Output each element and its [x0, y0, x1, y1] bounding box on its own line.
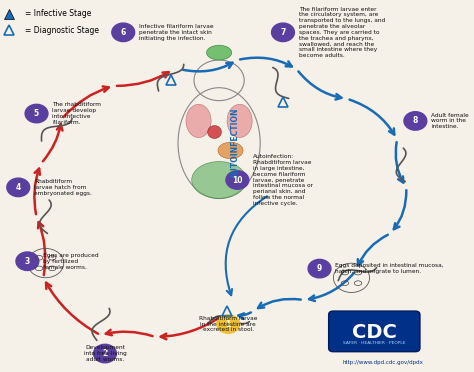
Circle shape [93, 344, 117, 363]
Circle shape [16, 252, 39, 270]
Circle shape [308, 259, 331, 278]
Text: Rhabditiform larvae
in the intestine are
excreted in stool.: Rhabditiform larvae in the intestine are… [199, 316, 257, 332]
Text: = Infective Stage: = Infective Stage [25, 9, 91, 18]
Ellipse shape [191, 161, 246, 199]
Text: Rhabditiform
larvae hatch from
embryonated eggs.: Rhabditiform larvae hatch from embryonat… [34, 179, 92, 196]
Circle shape [272, 23, 294, 42]
Circle shape [25, 104, 48, 123]
Circle shape [226, 171, 249, 189]
Circle shape [7, 178, 30, 197]
Text: 5: 5 [34, 109, 39, 118]
Text: The filariform larvae enter
the circulatory system, are
transported to the lungs: The filariform larvae enter the circulat… [299, 7, 385, 58]
Ellipse shape [207, 45, 232, 60]
Ellipse shape [186, 104, 211, 138]
Ellipse shape [208, 125, 221, 138]
Text: The rhabditiform
larvae develop
into infective
filariform.: The rhabditiform larvae develop into inf… [53, 102, 101, 125]
Text: 8: 8 [413, 116, 418, 125]
FancyBboxPatch shape [328, 311, 420, 352]
Text: 6: 6 [120, 28, 126, 37]
Text: http://www.dpd.cdc.gov/dpdx: http://www.dpd.cdc.gov/dpdx [342, 360, 423, 365]
Text: Infective filariform larvae
penetrate the intact skin
initiating the infection.: Infective filariform larvae penetrate th… [139, 24, 214, 41]
Text: Eggs deposited in intestinal mucosa,
hatch, and migrate to lumen.: Eggs deposited in intestinal mucosa, hat… [336, 263, 444, 274]
Text: Autoinfection:
Rhabditiform larvae
in large intestine,
become filariform
larvae,: Autoinfection: Rhabditiform larvae in la… [253, 154, 313, 206]
Text: SAFER · HEALTHIER · PEOPLE: SAFER · HEALTHIER · PEOPLE [343, 341, 406, 345]
Text: CDC: CDC [352, 323, 397, 341]
Text: Eggs are produced
by fertilized
female worms.: Eggs are produced by fertilized female w… [43, 253, 99, 270]
Circle shape [217, 315, 240, 333]
Text: Adult female
worm in the
intestine.: Adult female worm in the intestine. [431, 113, 469, 129]
Text: 3: 3 [25, 257, 30, 266]
Ellipse shape [218, 142, 243, 159]
Circle shape [404, 112, 427, 130]
Text: Development
into free-living
adult worms.: Development into free-living adult worms… [83, 345, 127, 362]
Ellipse shape [227, 104, 252, 138]
Text: = Diagnostic Stage: = Diagnostic Stage [25, 26, 99, 35]
Text: 7: 7 [280, 28, 286, 37]
Text: 10: 10 [232, 176, 243, 185]
Text: 4: 4 [16, 183, 21, 192]
Circle shape [112, 23, 135, 42]
Text: AUTOINFECTION: AUTOINFECTION [230, 108, 239, 178]
Text: 9: 9 [317, 264, 322, 273]
Text: 1: 1 [226, 320, 231, 328]
Text: 2: 2 [102, 349, 108, 358]
